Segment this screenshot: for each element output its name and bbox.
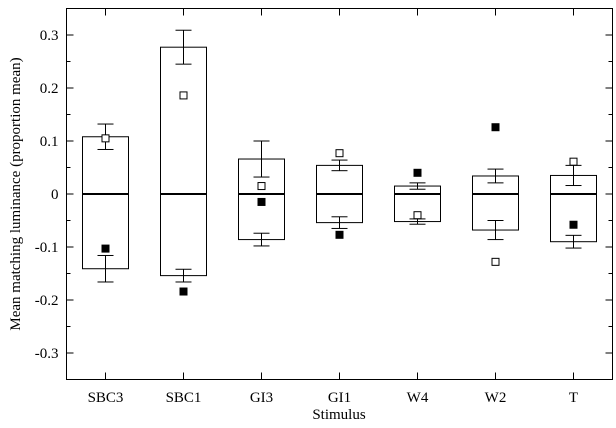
y-tick-label: 0.2	[40, 81, 59, 97]
x-axis: SBC3 SBC1 GI3 GI1 W4 W2 T	[88, 8, 578, 406]
y-tick-label: -0.3	[35, 346, 59, 362]
open-square-marker	[491, 257, 500, 266]
filled-square-marker	[335, 230, 344, 239]
y-tick-label: 0.1	[40, 134, 59, 150]
y-tick-label: -0.1	[35, 240, 59, 256]
open-square-marker	[101, 134, 110, 143]
x-tick-label: SBC1	[166, 390, 202, 406]
marker-group	[101, 91, 578, 296]
open-square-marker	[569, 157, 578, 166]
filled-square-marker	[569, 220, 578, 229]
x-tick-label: W2	[485, 390, 507, 406]
x-axis-label: Stimulus	[312, 407, 366, 423]
filled-square-marker	[413, 168, 422, 177]
y-tick-label: 0.3	[40, 28, 59, 44]
filled-square-marker	[101, 244, 110, 253]
filled-square-marker	[491, 123, 500, 132]
x-tick-label: GI3	[250, 390, 273, 406]
x-tick-label: T	[569, 390, 578, 406]
y-axis: 0.3 0.2 0.1 0 -0.1 -0.2 -0.3	[35, 8, 613, 380]
open-square-marker	[413, 211, 422, 220]
y-tick-label: -0.2	[35, 293, 59, 309]
x-tick-label: GI1	[328, 390, 351, 406]
x-tick-label: W4	[407, 390, 429, 406]
bar	[160, 46, 207, 277]
y-tick-label: 0	[51, 187, 59, 203]
open-square-marker	[335, 149, 344, 158]
open-square-marker	[257, 182, 266, 191]
bar-group	[82, 29, 597, 283]
open-square-marker	[179, 91, 188, 100]
filled-square-marker	[257, 197, 266, 206]
filled-square-marker	[179, 287, 188, 296]
y-axis-label: Mean matching luminance (proportion mean…	[8, 57, 24, 330]
x-tick-label: SBC3	[88, 390, 124, 406]
